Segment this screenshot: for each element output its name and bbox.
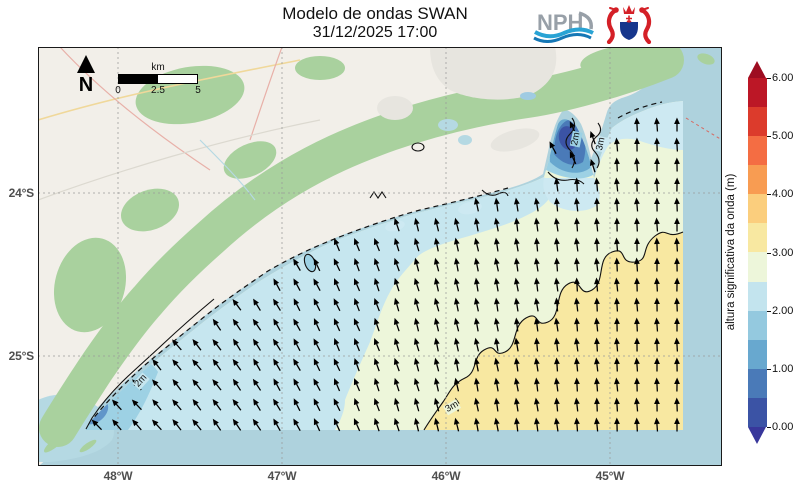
north-arrow: N <box>72 55 100 97</box>
colorbar-tick: 2.00 <box>766 304 794 317</box>
colorbar-under-arrow <box>748 427 766 444</box>
colorbar-segments <box>748 78 767 427</box>
y-tick-label: 24°S <box>8 186 35 200</box>
x-tick-label: 48°W <box>103 469 133 483</box>
wave-direction-arrows <box>91 117 680 432</box>
datetime-label: 31/12/2025 17:00 <box>312 24 438 41</box>
north-arrow-icon <box>77 55 95 73</box>
scale-bar-graphic <box>118 74 198 84</box>
north-arrow-label: N <box>78 74 94 96</box>
x-tick-label: 45°W <box>595 469 625 483</box>
scale-bar-tick: 5 <box>195 85 201 96</box>
colorbar-over-arrow <box>748 61 766 78</box>
colorbar-tick: 4.00 <box>766 188 794 201</box>
colorbar-tick: 3.00 <box>766 246 794 259</box>
roads <box>38 47 536 201</box>
colorbar-tick: 5.00 <box>766 130 794 143</box>
nph-logo: NPH <box>533 10 594 43</box>
island <box>697 53 715 65</box>
colorbar-label: altura significativa da onda (m) <box>725 173 737 331</box>
graticule <box>38 47 722 466</box>
x-tick-label: 46°W <box>431 469 461 483</box>
model-coast-boundary <box>91 101 663 421</box>
scale-bar: km 0 2.5 5 <box>115 62 201 96</box>
colorbar-tick: 1.00 <box>766 362 794 375</box>
page-title: Modelo de ondas SWAN <box>282 4 468 23</box>
basemap-land <box>38 47 680 466</box>
colorbar-tick: 0.00 <box>766 421 794 433</box>
x-tick-label: 47°W <box>267 469 297 483</box>
navy-crest-logo <box>606 5 652 44</box>
colorbar <box>748 61 767 444</box>
scale-bar-tick: 0 <box>115 85 121 96</box>
ferry-route <box>685 117 722 141</box>
scale-bar-tick: 2.5 <box>151 85 165 96</box>
y-tick-label: 25°S <box>8 349 35 363</box>
forest-areas <box>39 47 684 447</box>
colorbar-tick: 6.00 <box>766 72 794 84</box>
urban-areas <box>377 47 557 152</box>
scale-bar-numbers: 0 2.5 5 <box>115 84 201 96</box>
scale-bar-unit: km <box>151 62 165 73</box>
